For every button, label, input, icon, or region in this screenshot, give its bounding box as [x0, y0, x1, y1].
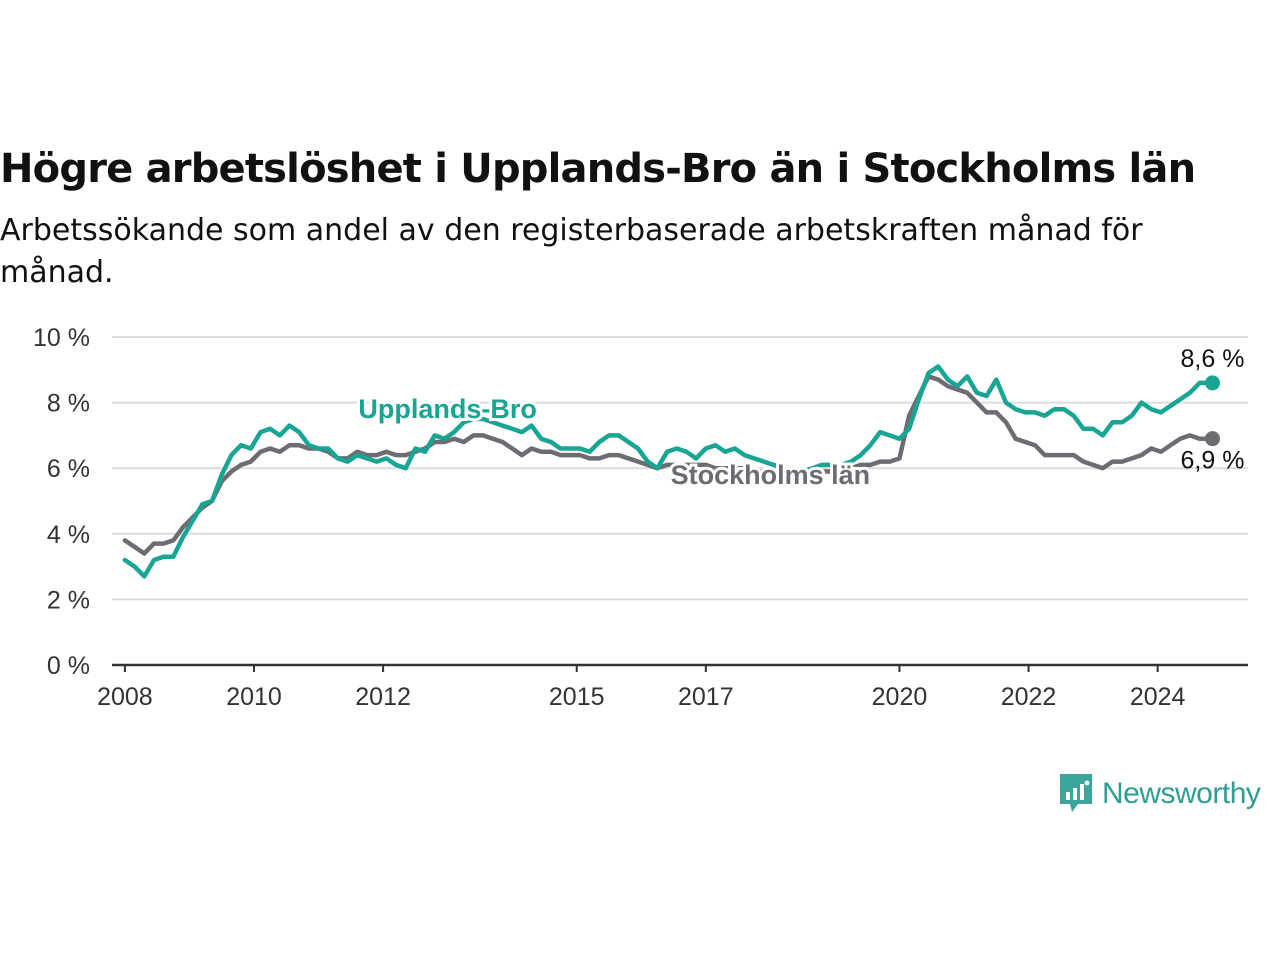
y-tick-label: 0 % — [47, 652, 90, 680]
series-labels: 6,9 % 8,6 % Upplands-Bro Stockholms län — [355, 345, 1245, 493]
x-tick-label: 2012 — [355, 683, 411, 711]
series-lines — [122, 364, 1220, 579]
y-tick-label: 8 % — [47, 390, 90, 418]
x-tick-label: 2017 — [678, 683, 734, 711]
y-tick-label: 10 % — [33, 324, 90, 352]
series-name-label-stockholms-l-n: Stockholms län — [671, 460, 871, 490]
brand-name: Newsworthy — [1102, 777, 1261, 810]
x-tick-label: 2024 — [1130, 683, 1186, 711]
y-tick-label: 4 % — [47, 521, 90, 549]
series-end-point-stockholms-l-n — [1205, 431, 1220, 447]
series-line-upplands-bro — [122, 364, 1215, 579]
series-end-label-upplands-bro: 8,6 % — [1181, 345, 1245, 373]
line-chart: 0 % 2 % 4 % 6 % 8 % 10 % 2008 2010 2012 2015 2017… — [33, 324, 1248, 711]
series-name-label-upplands-bro: Upplands-Bro — [358, 394, 537, 424]
newsworthy-logo-icon — [1060, 774, 1092, 812]
y-tick-label: 6 % — [47, 455, 90, 483]
x-tick-label: 2020 — [872, 683, 928, 711]
newsworthy-brand[interactable]: Newsworthy — [1058, 772, 1261, 816]
y-axis: 0 % 2 % 4 % 6 % 8 % 10 % — [33, 324, 90, 680]
series-end-point-upplands-bro — [1205, 375, 1220, 391]
x-tick-label: 2010 — [226, 683, 282, 711]
chart-subtitle: Arbetssökande som andel av den registerb… — [0, 213, 1143, 290]
gridlines — [112, 336, 1248, 601]
chart-title: Högre arbetslöshet i Upplands-Bro än i S… — [0, 146, 1196, 192]
x-tick-label: 2022 — [1001, 683, 1057, 711]
x-tick-label: 2008 — [97, 683, 153, 711]
series-line-stockholms-l-n — [122, 374, 1215, 556]
x-tick-label: 2015 — [549, 683, 605, 711]
series-end-label-stockholms-l-n: 6,9 % — [1181, 447, 1245, 475]
x-axis: 2008 2010 2012 2015 2017 2020 2022 2024 — [97, 663, 1248, 711]
y-tick-label: 2 % — [47, 586, 90, 614]
